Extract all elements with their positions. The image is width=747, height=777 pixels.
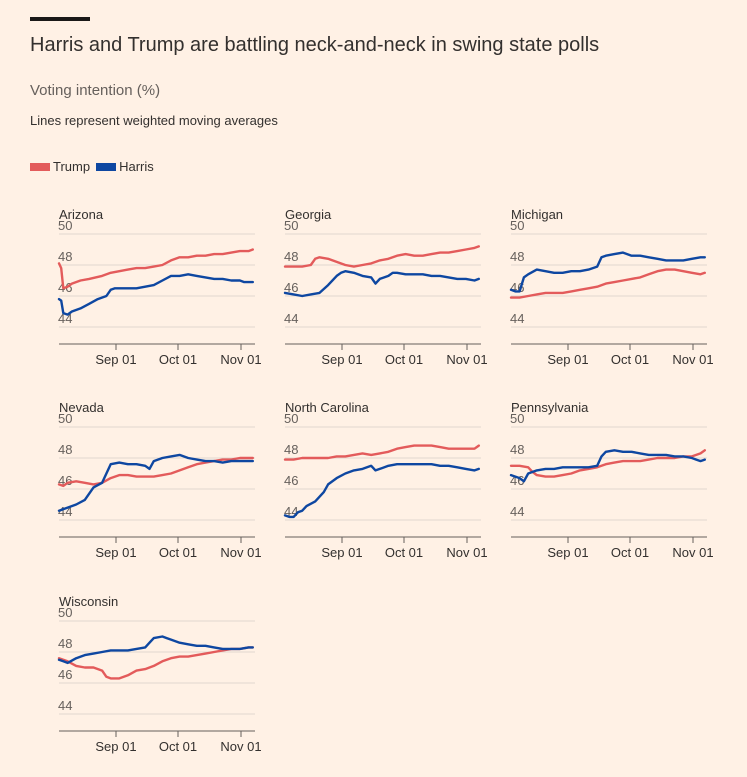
x-tick-label: Sep 01: [321, 545, 362, 560]
series-line-trump: [57, 456, 255, 488]
x-tick-label: Oct 01: [385, 352, 423, 367]
panel-title-pennsylvania: Pennsylvania: [511, 400, 589, 415]
series-line-trump: [283, 245, 481, 268]
series-line-harris: [57, 273, 255, 316]
legend-swatch-trump: [30, 162, 50, 171]
x-tick-label: Nov 01: [220, 545, 261, 560]
series-line-harris: [57, 453, 255, 512]
legend-label-trump: Trump: [53, 159, 91, 174]
y-tick-label-46: 46: [284, 473, 298, 488]
y-tick-label-46: 46: [284, 280, 298, 295]
panel-title-arizona: Arizona: [59, 207, 104, 222]
panel-title-nevada: Nevada: [59, 400, 105, 415]
legend-label-harris: Harris: [119, 159, 154, 174]
series-line-harris: [509, 251, 707, 293]
y-tick-label-48: 48: [510, 442, 524, 457]
x-tick-label: Sep 01: [95, 739, 136, 754]
series-line-trump: [509, 268, 707, 299]
brand-rule: [30, 17, 90, 21]
chart-subtitle: Voting intention (%): [30, 82, 161, 99]
x-tick-label: Nov 01: [446, 352, 487, 367]
y-tick-label-44: 44: [510, 504, 524, 519]
legend-item-trump: Trump: [30, 159, 90, 174]
x-tick-label: Sep 01: [321, 352, 362, 367]
panel-title-wisconsin: Wisconsin: [59, 594, 118, 609]
x-tick-label: Sep 01: [547, 545, 588, 560]
x-tick-label: Nov 01: [672, 545, 713, 560]
series-line-harris: [283, 463, 481, 519]
y-tick-label-48: 48: [58, 249, 72, 264]
series-line-trump: [57, 646, 255, 680]
y-tick-label-50: 50: [58, 605, 72, 620]
y-tick-label-50: 50: [510, 218, 524, 233]
chart-note: Lines represent weighted moving averages: [30, 113, 278, 128]
series-line-harris: [509, 449, 707, 483]
x-tick-label: Nov 01: [672, 352, 713, 367]
legend-item-harris: Harris: [96, 159, 154, 174]
x-tick-label: Oct 01: [385, 545, 423, 560]
y-tick-label-44: 44: [510, 311, 524, 326]
y-tick-label-50: 50: [58, 411, 72, 426]
series-line-harris: [283, 270, 481, 298]
series-line-trump: [57, 248, 255, 290]
legend: Trump Harris: [30, 159, 160, 174]
y-tick-label-48: 48: [510, 249, 524, 264]
y-tick-label-48: 48: [284, 249, 298, 264]
panel-title-georgia: Georgia: [285, 207, 332, 222]
y-tick-label-50: 50: [284, 411, 298, 426]
y-tick-label-50: 50: [510, 411, 524, 426]
y-tick-label-50: 50: [58, 218, 72, 233]
series-line-harris: [57, 635, 255, 665]
y-tick-label-44: 44: [284, 311, 298, 326]
x-tick-label: Nov 01: [220, 352, 261, 367]
x-tick-label: Oct 01: [159, 545, 197, 560]
x-tick-label: Oct 01: [159, 352, 197, 367]
y-tick-label-46: 46: [58, 667, 72, 682]
chart-wisconsin: Wisconsin 44 46 48 50 Sep 01 Oct 01 Nov 01: [57, 594, 262, 754]
y-tick-label-50: 50: [284, 218, 298, 233]
x-tick-label: Sep 01: [95, 352, 136, 367]
legend-swatch-harris: [96, 162, 117, 171]
panel-title-north-carolina: North Carolina: [285, 400, 370, 415]
chart-georgia: Georgia 44 46 48 50 Sep 01 Oct 01 Nov 01: [283, 207, 488, 367]
x-tick-label: Nov 01: [446, 545, 487, 560]
y-tick-label-48: 48: [58, 636, 72, 651]
chart-title: Harris and Trump are battling neck-and-n…: [30, 34, 600, 56]
y-tick-label-48: 48: [284, 442, 298, 457]
x-tick-label: Oct 01: [611, 545, 649, 560]
series-line-trump: [509, 449, 707, 478]
x-tick-label: Sep 01: [95, 545, 136, 560]
y-tick-label-44: 44: [58, 698, 72, 713]
panel-title-michigan: Michigan: [511, 207, 563, 222]
x-tick-label: Sep 01: [547, 352, 588, 367]
x-tick-label: Oct 01: [159, 739, 197, 754]
x-tick-label: Oct 01: [611, 352, 649, 367]
y-tick-label-48: 48: [58, 442, 72, 457]
series-line-trump: [283, 444, 481, 461]
x-tick-label: Nov 01: [220, 739, 261, 754]
